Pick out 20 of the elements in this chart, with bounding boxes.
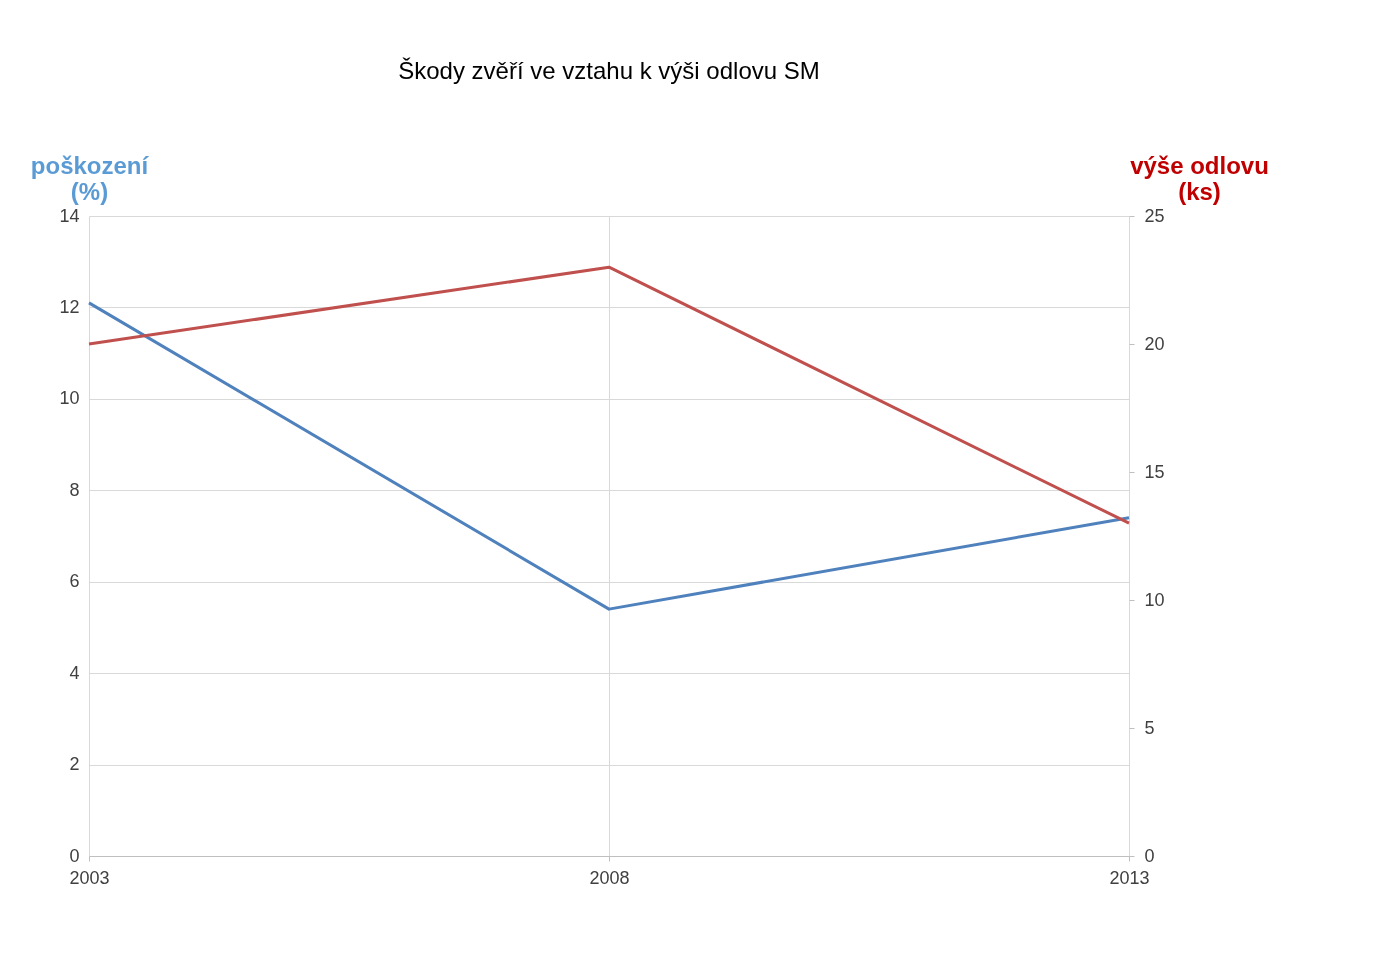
y-tick-label: 14 (59, 205, 80, 226)
y2-axis-title: výše odlovu (ks) (1130, 151, 1269, 205)
y2-tick-label: 10 (1144, 589, 1165, 610)
y-tick-label: 0 (69, 845, 80, 866)
y2-tick-label: 20 (1144, 333, 1165, 354)
chart-title: Škody zvěří ve vztahu k výši odlovu SM (398, 57, 820, 84)
y-tick-label: 4 (69, 662, 80, 683)
y-tick-label: 8 (69, 479, 80, 500)
y2-tick-label: 5 (1144, 717, 1155, 738)
y-tick-label: 6 (69, 571, 80, 592)
x-tick-label: 2003 (69, 867, 110, 888)
y2-tick-label: 15 (1144, 461, 1165, 482)
y-tick-label: 2 (69, 754, 80, 775)
y-tick-label: 12 (59, 296, 80, 317)
y2-tick-label: 0 (1144, 845, 1155, 866)
x-tick-label: 2013 (1109, 867, 1150, 888)
y-axis-title: poškození (%) (30, 151, 150, 205)
x-tick-label: 2008 (589, 867, 630, 888)
y-tick-label: 10 (59, 388, 80, 409)
y2-tick-label: 25 (1144, 205, 1165, 226)
